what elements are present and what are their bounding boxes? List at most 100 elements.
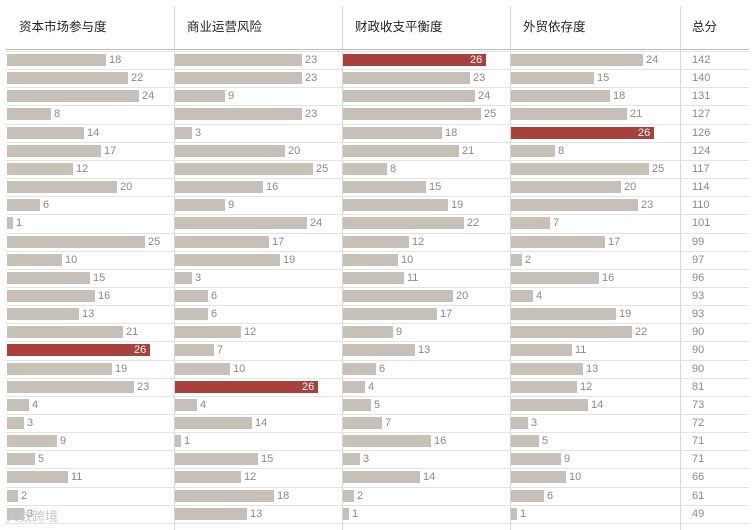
total-value: 72	[692, 417, 705, 429]
bar	[175, 181, 263, 193]
bar	[7, 236, 145, 248]
bar	[511, 326, 632, 338]
row-divider	[6, 214, 749, 215]
bar	[511, 308, 616, 320]
bar	[175, 326, 241, 338]
bar-value-label: 4	[200, 399, 207, 411]
row-divider	[6, 105, 749, 106]
bar	[343, 236, 409, 248]
bar	[175, 236, 269, 248]
total-value: 127	[692, 108, 711, 120]
row-divider	[6, 233, 749, 234]
bar	[175, 72, 302, 84]
bar-value-label: 3	[195, 272, 202, 284]
bar-value-label: 24	[142, 90, 155, 102]
bar	[175, 308, 208, 320]
bar-value-label: 8	[390, 163, 397, 175]
bar-value-label: 23	[305, 72, 318, 84]
bar	[343, 508, 349, 520]
total-value: 71	[692, 453, 705, 465]
total-value: 93	[692, 290, 705, 302]
bar-value-label: 12	[76, 163, 89, 175]
bar-value-label: 13	[250, 508, 263, 520]
bar-value-label: 15	[261, 453, 274, 465]
bar	[343, 344, 415, 356]
bar	[175, 435, 181, 447]
bar	[7, 308, 79, 320]
bar	[343, 308, 437, 320]
total-value: 93	[692, 308, 705, 320]
bar	[7, 54, 106, 66]
bar-value-label: 4	[32, 399, 39, 411]
row-divider	[6, 414, 749, 415]
total-value: 90	[692, 344, 705, 356]
bar-value-label: 10	[569, 471, 582, 483]
bar-value-label: 22	[635, 326, 648, 338]
total-value: 96	[692, 272, 705, 284]
row-divider	[6, 196, 749, 197]
row-divider	[6, 69, 749, 70]
row-divider	[6, 468, 749, 469]
bar	[343, 163, 387, 175]
bar-value-label: 15	[429, 181, 442, 193]
row-divider	[6, 287, 749, 288]
bar	[343, 381, 365, 393]
total-value: 99	[692, 236, 705, 248]
bar	[343, 108, 481, 120]
bar	[343, 490, 354, 502]
bar-value-label: 13	[418, 344, 431, 356]
bar	[175, 90, 225, 102]
bar-value-label: 18	[109, 54, 122, 66]
bar-value-label: 17	[440, 308, 453, 320]
bar-value-label: 12	[580, 381, 593, 393]
bar	[7, 326, 123, 338]
bar-value-label: 6	[547, 490, 554, 502]
bar-value-label: 22	[131, 72, 144, 84]
bar	[511, 453, 561, 465]
row-divider	[6, 305, 749, 306]
row-divider	[6, 269, 749, 270]
bar-value-label: 23	[137, 381, 150, 393]
bar-value-label: 6	[211, 290, 218, 302]
row-divider	[6, 341, 749, 342]
bar-value-label: 17	[272, 236, 285, 248]
total-value: 97	[692, 254, 705, 266]
bar-value-label: 11	[407, 272, 419, 284]
bar-value-label: 6	[211, 308, 218, 320]
bar-value-label: 18	[445, 127, 458, 139]
column-header: 商业运营风险	[187, 19, 263, 34]
bar	[7, 344, 150, 356]
column-divider	[680, 6, 681, 530]
bar-value-label: 6	[43, 199, 50, 211]
bar-value-label: 3	[27, 417, 34, 429]
row-divider	[6, 360, 749, 361]
bar-value-label: 7	[385, 417, 392, 429]
bar-value-label: 9	[564, 453, 571, 465]
bar	[343, 54, 486, 66]
bar	[343, 90, 475, 102]
bar	[511, 363, 583, 375]
bar	[175, 290, 208, 302]
bar	[511, 90, 610, 102]
bar	[7, 127, 84, 139]
bar	[7, 181, 117, 193]
bar-value-label: 20	[120, 181, 133, 193]
bar-value-label: 14	[591, 399, 604, 411]
bar	[343, 217, 464, 229]
total-value: 117	[692, 163, 710, 175]
row-divider	[6, 432, 749, 433]
bar	[7, 145, 101, 157]
bar-value-label: 1	[520, 508, 527, 520]
bar-value-label: 9	[228, 199, 235, 211]
bar	[175, 272, 192, 284]
bar	[511, 254, 522, 266]
bar-value-label: 5	[38, 453, 45, 465]
bar	[511, 381, 577, 393]
bar-value-label: 20	[624, 181, 637, 193]
bar	[175, 381, 318, 393]
bar-value-label: 24	[478, 90, 491, 102]
bar	[7, 435, 57, 447]
bar-value-label: 15	[93, 272, 106, 284]
bar-value-label: 11	[71, 471, 83, 483]
